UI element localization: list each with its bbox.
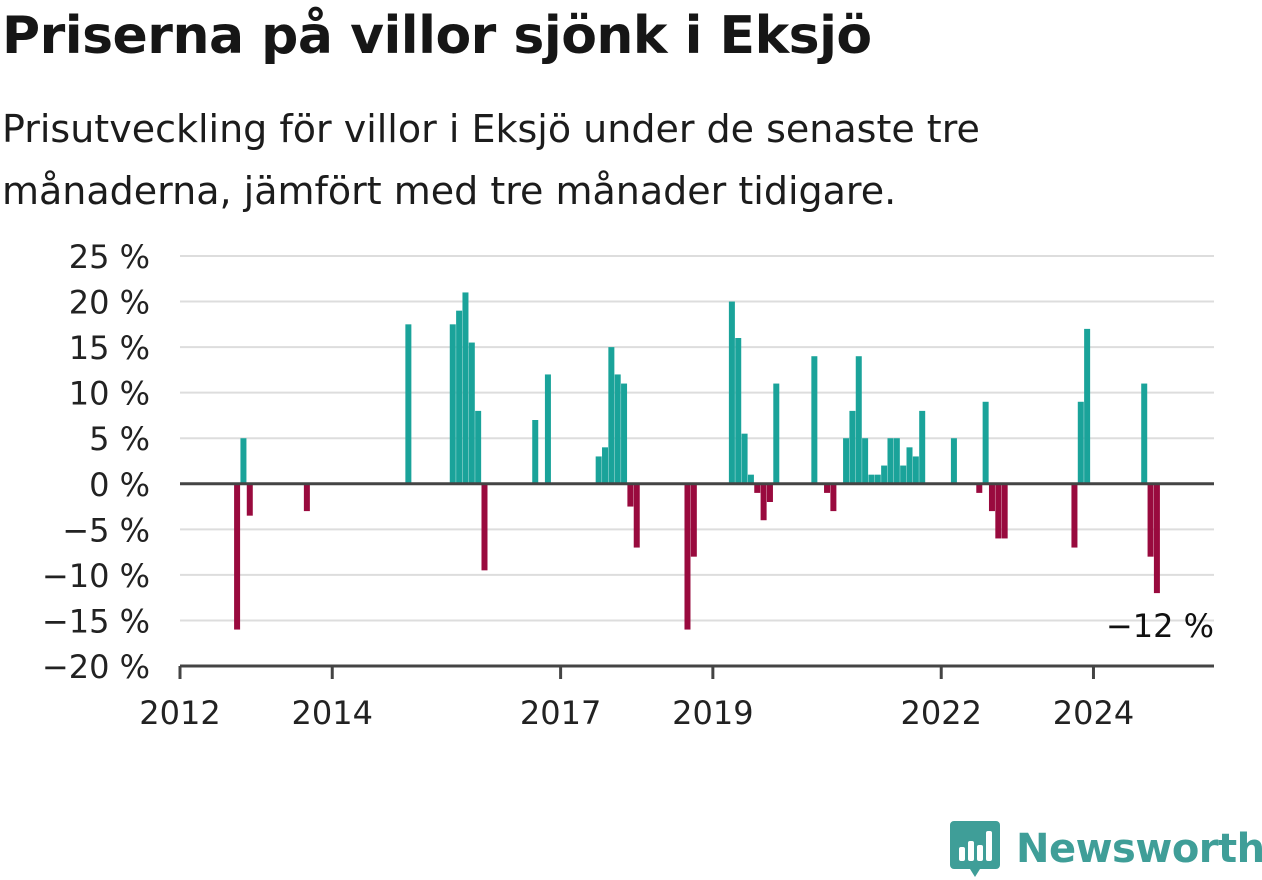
bar: [811, 356, 818, 484]
bar: [602, 447, 609, 484]
bar: [824, 483, 831, 493]
bar: [766, 483, 773, 502]
bar: [303, 483, 310, 512]
y-tick-label: −15 %: [42, 602, 150, 640]
y-tick-label: 5 %: [89, 420, 150, 458]
x-axis-ticks: 2012 2014 2017 2019 2022 2024: [139, 666, 1134, 732]
bar: [1077, 401, 1084, 484]
y-tick-label: 25 %: [69, 238, 150, 276]
bar: [240, 438, 247, 484]
bar: [881, 465, 888, 484]
bar: [735, 338, 742, 484]
x-tick-label: 2014: [292, 694, 373, 732]
bar: [950, 438, 957, 484]
bar: [855, 356, 862, 484]
bar: [1071, 483, 1078, 548]
chart-subtitle: Prisutveckling för villor i Eksjö under …: [2, 107, 980, 213]
bar: [595, 456, 602, 484]
bar: [234, 483, 241, 630]
bar: [532, 420, 539, 484]
bar: [893, 438, 900, 484]
x-tick-label: 2012: [139, 694, 220, 732]
bar: [843, 438, 850, 484]
bar: [874, 474, 881, 484]
y-tick-label: 10 %: [69, 375, 150, 413]
y-tick-label: 15 %: [69, 329, 150, 367]
bar: [608, 347, 615, 484]
bar: [1001, 483, 1008, 539]
bar: [405, 324, 412, 484]
bar: [456, 310, 463, 484]
bar: [912, 456, 919, 484]
bar: [1141, 383, 1148, 484]
bar: [1147, 483, 1154, 557]
newsworthy-logo-icon: [950, 821, 1000, 877]
y-tick-label: 20 %: [69, 284, 150, 322]
bar: [475, 410, 482, 484]
gridlines: [180, 255, 1214, 667]
bar: [1084, 328, 1091, 484]
bar: [887, 438, 894, 484]
y-tick-label: −10 %: [42, 557, 150, 595]
y-tick-label: 0 %: [89, 466, 150, 504]
bar: [246, 483, 253, 516]
bar: [773, 383, 780, 484]
brand-name: Newsworthy: [1016, 826, 1262, 872]
y-axis-tick-labels: 25 % 20 % 15 % 10 % 5 % 0 % −5 % −10 % −15 % −20 …: [42, 238, 150, 686]
bar: [468, 342, 475, 484]
bar: [621, 383, 628, 484]
y-tick-label: −5 %: [62, 511, 150, 549]
bar: [760, 483, 767, 521]
bar: [462, 292, 469, 484]
bar: [728, 301, 735, 484]
bar: [754, 483, 761, 493]
x-tick-label: 2024: [1053, 694, 1134, 732]
bar: [544, 374, 551, 484]
bar: [627, 483, 634, 507]
bar: [481, 483, 488, 571]
x-tick-label: 2017: [520, 694, 601, 732]
bar: [995, 483, 1002, 539]
bar: [849, 410, 856, 484]
y-tick-label: −20 %: [42, 648, 150, 686]
bar: [449, 324, 456, 484]
bar: [982, 401, 989, 484]
chart-title: Priserna på villor sjönk i Eksjö: [2, 6, 872, 66]
bar: [1153, 483, 1160, 594]
bar: [830, 483, 837, 512]
bar: [919, 410, 926, 484]
bar: [741, 433, 748, 484]
bar: [684, 483, 691, 630]
bar: [988, 483, 995, 512]
last-value-label: −12 %: [1106, 607, 1214, 645]
bar: [900, 465, 907, 484]
bar: [906, 447, 913, 484]
bar: [690, 483, 697, 557]
bar: [633, 483, 640, 548]
x-tick-label: 2022: [901, 694, 982, 732]
bar: [868, 474, 875, 484]
bar: [747, 474, 754, 484]
newsworthy-brand: Newsworthy: [950, 818, 1262, 880]
bar: [862, 438, 869, 484]
bar: [614, 374, 621, 484]
bars: [234, 292, 1160, 630]
bar: [976, 483, 983, 493]
x-tick-label: 2019: [672, 694, 753, 732]
bar-chart: 25 % 20 % 15 % 10 % 5 % 0 % −5 % −10 % −15 % −20 …: [42, 238, 1214, 732]
